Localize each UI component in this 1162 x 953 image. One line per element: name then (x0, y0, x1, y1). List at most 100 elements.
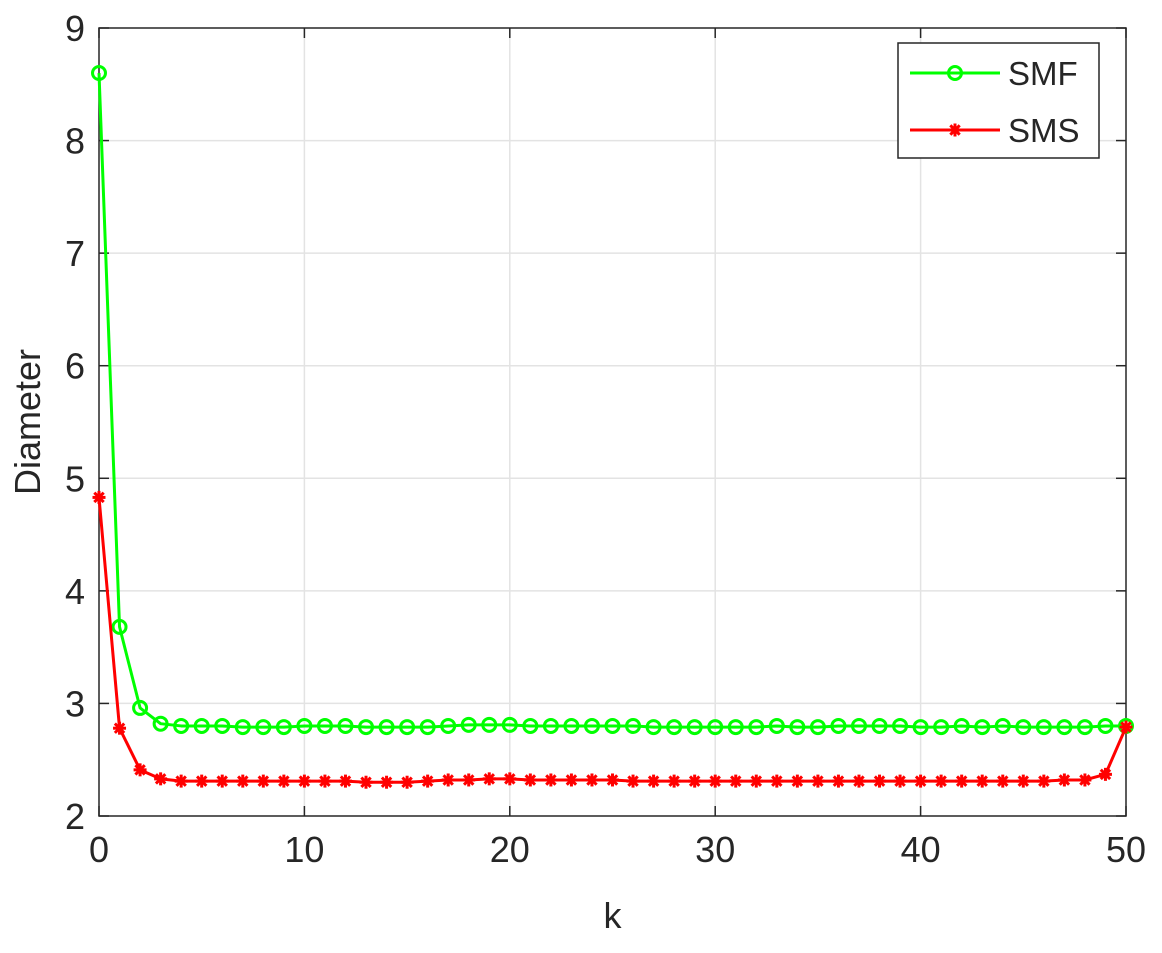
asterisk-stroke (524, 774, 537, 786)
data-point-sms (1119, 720, 1133, 734)
asterisk-stroke (688, 775, 701, 787)
axis-ticks: 0 10 20 30 40 50 2 3 4 5 6 7 8 9 (65, 8, 1146, 870)
data-point-smf (1076, 719, 1093, 736)
asterisk-stroke (1058, 774, 1071, 786)
asterisk-stroke (565, 774, 578, 786)
asterisk-stroke (606, 774, 619, 786)
asterisk-stroke (421, 775, 434, 787)
asterisk-stroke (668, 775, 680, 787)
data-point-sms (667, 774, 681, 788)
data-point-sms (626, 774, 640, 788)
data-point-sms (708, 774, 722, 788)
data-point-sms (955, 774, 969, 788)
data-point-sms (585, 773, 599, 787)
data-point-sms (482, 772, 496, 786)
data-point-sms (688, 774, 702, 788)
data-point-smf (399, 719, 416, 736)
asterisk-stroke (647, 775, 660, 787)
y-tick-label: 4 (65, 571, 85, 612)
x-tick-label: 30 (695, 829, 735, 870)
data-point-smf (91, 65, 107, 82)
asterisk-stroke (545, 774, 557, 786)
legend-label-sms: SMS (1008, 112, 1080, 149)
data-point-smf (707, 719, 724, 736)
data-point-smf (152, 715, 169, 732)
data-point-sms (831, 774, 845, 788)
data-point-sms (256, 774, 270, 788)
series-layer (91, 65, 1134, 789)
asterisk-stroke (976, 775, 988, 787)
asterisk-stroke (134, 764, 146, 776)
asterisk-stroke (154, 773, 167, 785)
legend-box (897, 42, 1100, 159)
data-point-smf (645, 719, 662, 736)
data-point-smf (316, 717, 333, 734)
data-point-sms (914, 774, 928, 788)
asterisk-stroke (93, 491, 105, 504)
asterisk-stroke (750, 775, 763, 787)
data-point-smf (378, 719, 395, 736)
data-point-smf (974, 719, 991, 736)
y-tick-label: 9 (65, 8, 85, 49)
data-point-sms (338, 774, 352, 788)
data-point-sms (174, 774, 188, 788)
data-point-smf (296, 717, 313, 734)
asterisk-stroke (709, 775, 721, 787)
data-point-smf (337, 717, 354, 734)
asterisk-stroke (771, 775, 783, 787)
data-point-sms (852, 774, 866, 788)
data-point-smf (1097, 717, 1114, 734)
asterisk-stroke (627, 775, 639, 787)
data-point-sms (1057, 773, 1071, 787)
data-point-sms (1098, 767, 1112, 781)
data-point-smf (871, 717, 888, 734)
data-point-smf (255, 719, 272, 736)
data-point-smf (460, 716, 477, 733)
data-point-smf (563, 717, 580, 734)
data-point-smf (789, 719, 806, 736)
asterisk-stroke (997, 775, 1009, 787)
data-point-sms (770, 774, 784, 788)
asterisk-stroke (853, 775, 865, 787)
data-point-smf (542, 717, 559, 734)
asterisk-stroke (462, 774, 475, 786)
data-point-smf (727, 719, 744, 736)
data-point-sms (92, 490, 106, 504)
data-point-smf (666, 719, 683, 736)
asterisk-stroke (1120, 721, 1132, 733)
data-point-smf (953, 717, 970, 734)
data-point-smf (748, 719, 765, 736)
asterisk-stroke (586, 774, 598, 786)
data-point-sms (523, 773, 537, 787)
data-point-sms (996, 774, 1010, 788)
asterisk-stroke (935, 775, 947, 787)
data-point-smf (912, 719, 929, 736)
data-point-sms (790, 774, 804, 788)
x-axis-label: k (604, 895, 623, 936)
data-point-sms (195, 774, 209, 788)
data-point-smf (522, 717, 539, 734)
data-point-smf (419, 719, 436, 736)
y-tick-label: 6 (65, 346, 85, 387)
plot-area-frame (98, 27, 1127, 817)
data-point-sms (749, 774, 763, 788)
data-point-sms (113, 721, 127, 735)
asterisk-stroke (401, 776, 413, 788)
asterisk-stroke (812, 775, 824, 787)
data-point-smf (132, 699, 149, 716)
y-tick-label: 8 (65, 121, 85, 162)
data-point-sms (462, 773, 476, 787)
legend-marker-sms (948, 123, 962, 137)
data-point-sms (400, 775, 414, 789)
data-point-sms (934, 774, 948, 788)
asterisk-stroke (729, 775, 742, 787)
data-point-smf (830, 717, 847, 734)
legend-item-sms: SMS (910, 112, 1080, 149)
x-tick-label: 40 (901, 829, 941, 870)
asterisk-stroke (1017, 775, 1030, 787)
asterisk-stroke (442, 774, 454, 786)
data-point-sms (277, 774, 291, 788)
asterisk-stroke (298, 775, 311, 787)
